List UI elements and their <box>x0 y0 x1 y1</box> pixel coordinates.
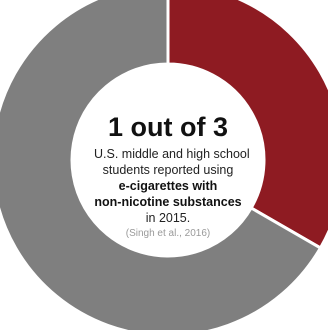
description-line-4: non-nicotine substances <box>94 195 242 209</box>
description-line-1: U.S. middle and high school <box>94 147 250 161</box>
description-line-5: in 2015. <box>145 211 191 225</box>
headline-stat: 1 out of 3 <box>108 112 228 142</box>
citation: (Singh et al., 2016) <box>125 228 211 239</box>
donut-hole <box>72 64 264 256</box>
description-line-3: e-cigarettes with <box>118 179 218 193</box>
center-label: 1 out of 3 U.S. middle and high school s… <box>94 112 250 241</box>
description-line-2: students reported using <box>102 163 234 177</box>
